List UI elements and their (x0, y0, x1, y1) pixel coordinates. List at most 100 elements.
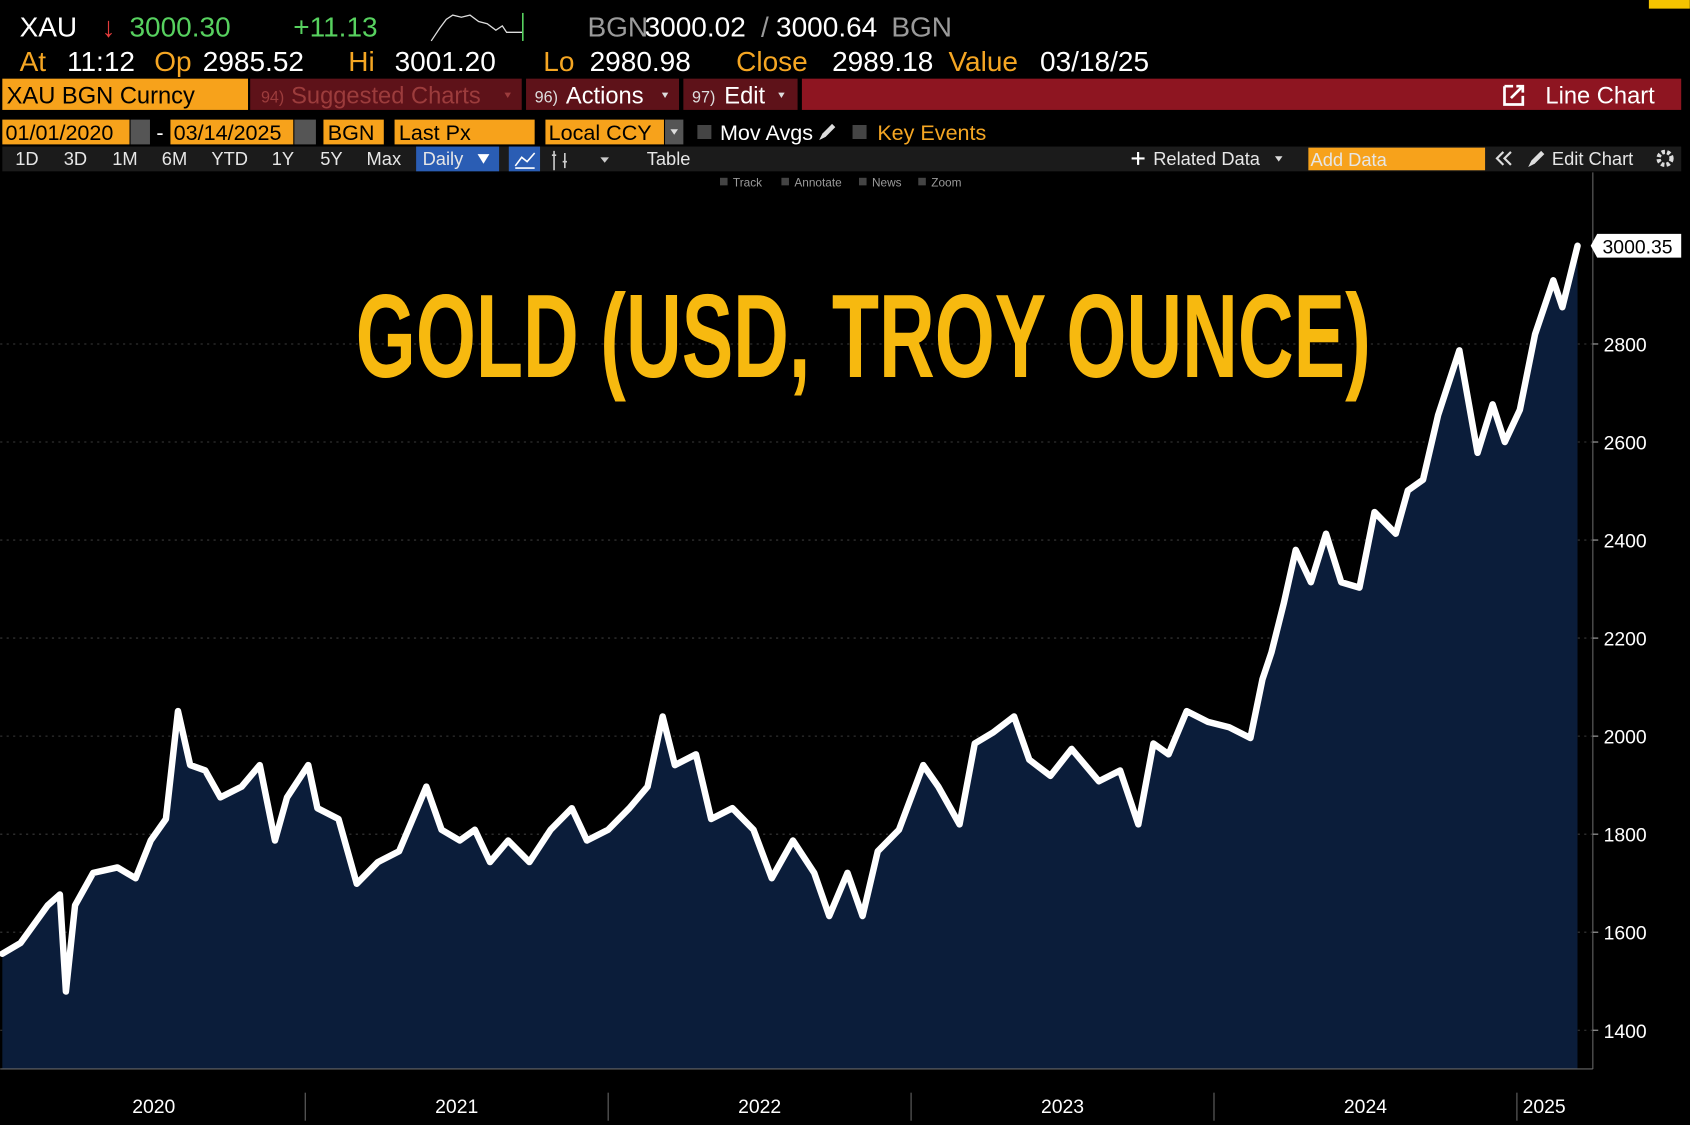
currency-field[interactable] (545, 119, 664, 145)
period-button[interactable]: 1Y (272, 148, 294, 169)
bid: 3000.02 (645, 12, 746, 43)
popout-icon (1503, 84, 1525, 106)
value-date: 03/18/25 (1040, 46, 1149, 77)
title-bar (801, 78, 1682, 110)
tool-button[interactable]: Annotate (794, 175, 842, 189)
period-button[interactable]: YTD (211, 148, 248, 169)
x-tick-label: 2024 (1344, 1096, 1387, 1118)
y-tick-label: 2400 (1604, 531, 1647, 553)
last-value-box (1590, 233, 1682, 258)
dropdown-icon (477, 154, 490, 164)
at-label: At (20, 46, 47, 77)
actions-button[interactable] (526, 78, 680, 110)
tool-button[interactable]: Zoom (931, 175, 961, 189)
y-tick-label: 2000 (1604, 727, 1647, 749)
edit-button[interactable] (683, 78, 798, 110)
line-chart-icon (514, 152, 536, 169)
corner-marker (1648, 0, 1690, 9)
ask: 3000.64 (776, 12, 877, 43)
checkbox[interactable] (697, 125, 712, 140)
field-field[interactable] (394, 119, 535, 145)
period-buttons: 1D 3D 1M 6M YTD 1Y 5Y Max (15, 148, 401, 169)
price-line (0, 242, 1581, 995)
field: Last Px (399, 120, 471, 145)
last-value-label: 3000.35 (1603, 236, 1673, 258)
date-dash: - (156, 120, 163, 145)
end-field[interactable] (170, 119, 294, 145)
tool-button[interactable]: News (872, 175, 902, 189)
dropdown-icon (778, 92, 785, 99)
area-fill (2, 245, 1578, 1069)
x-tick-label: 2022 (738, 1096, 781, 1118)
pencil-icon (1528, 150, 1545, 168)
direction: ↓ (101, 12, 115, 43)
open: 2985.52 (203, 46, 304, 77)
period-button[interactable]: 5Y (320, 148, 342, 169)
checkbox[interactable] (852, 125, 867, 140)
edit: Edit (724, 83, 765, 109)
source: BGN (328, 120, 375, 145)
value-label: Value (948, 46, 1018, 77)
separator: / (761, 12, 769, 43)
chart-title: GOLD (USD, TROY OUNCE) (356, 271, 1371, 403)
low: 2980.98 (590, 46, 691, 77)
suggested-number: 94) (261, 88, 284, 106)
period-button[interactable]: 1M (112, 148, 137, 169)
y-tick-label: 2200 (1604, 629, 1647, 651)
close-label: Close (736, 46, 808, 77)
chart-tools: Track Annotate News Zoom (720, 175, 962, 189)
settings-icon[interactable] (1656, 149, 1674, 168)
calendar-icon[interactable] (294, 119, 316, 145)
x-tick-label: 2021 (435, 1096, 478, 1118)
last-price: 3000.30 (129, 12, 230, 43)
calendar-icon[interactable] (130, 119, 150, 145)
suggested-button[interactable] (250, 78, 522, 110)
high-label: Hi (348, 46, 374, 77)
dropdown-icon (1274, 156, 1283, 162)
period-button[interactable]: Max (367, 148, 402, 169)
open-label: Op (154, 46, 191, 77)
pencil-icon (819, 123, 836, 141)
y-tick-label: 2800 (1604, 335, 1647, 357)
close: 2989.18 (832, 46, 933, 77)
tool-icon (720, 177, 728, 186)
period-button[interactable]: 1D (15, 148, 38, 169)
tool-icon (918, 177, 926, 186)
x-tick-label: 2023 (1041, 1096, 1084, 1118)
tool-icon (781, 177, 789, 186)
y-tick-label: 1800 (1604, 825, 1647, 847)
bar-chart-icon (551, 150, 567, 171)
actions: Actions (566, 83, 644, 109)
sparkline (430, 14, 523, 42)
mov-avgs: Mov Avgs (720, 120, 813, 145)
ask-source: BGN (891, 12, 952, 43)
actions-number: 96) (535, 88, 558, 106)
collapse-icon[interactable] (1495, 151, 1512, 166)
symbol: XAU (20, 12, 78, 43)
y-tick-label: 1400 (1604, 1021, 1647, 1043)
table[interactable]: Table (647, 148, 691, 169)
y-tick-label: 1600 (1604, 923, 1647, 945)
add-data-field[interactable] (1308, 147, 1486, 171)
currency: Local CCY (549, 120, 652, 145)
start-date: 01/01/2020 (6, 120, 114, 145)
frequency: Daily (423, 148, 465, 169)
at-time: 11:12 (67, 46, 135, 77)
period-button[interactable]: 3D (64, 148, 87, 169)
security-field[interactable] (2, 78, 249, 110)
related-data[interactable]: Related Data (1153, 148, 1261, 169)
chart-type[interactable]: Line Chart (1545, 83, 1655, 109)
dropdown-icon (661, 92, 669, 99)
dropdown-icon (504, 92, 511, 99)
start-field[interactable] (2, 119, 130, 145)
bid-source: BGN (587, 12, 648, 43)
period-button[interactable]: 6M (162, 148, 187, 169)
source-field[interactable] (323, 119, 384, 145)
edit-chart[interactable]: Edit Chart (1552, 148, 1633, 169)
y-tick-label: 2600 (1604, 433, 1647, 455)
x-tick-label: 2025 (1523, 1096, 1566, 1118)
dropdown-icon (600, 157, 610, 163)
tool-button[interactable]: Track (733, 175, 762, 189)
